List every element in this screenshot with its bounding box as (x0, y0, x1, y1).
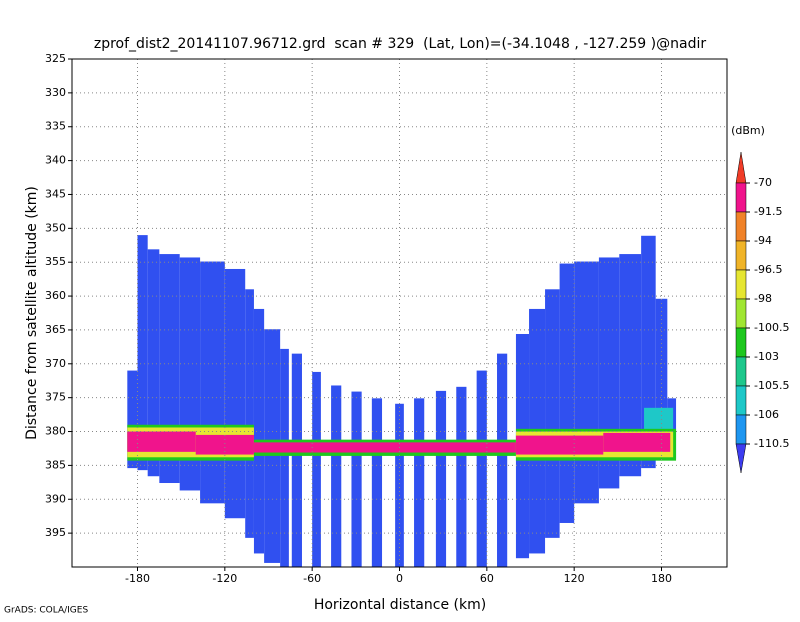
chart-title: zprof_dist2_20141107.96712.grd scan # 32… (94, 36, 706, 52)
colorbar-segment (735, 327, 747, 358)
echo-cell (574, 261, 599, 504)
x-tick-label: 0 (396, 572, 403, 585)
y-tick-label: 345 (45, 187, 66, 200)
echo-cell (603, 432, 671, 452)
x-tick-label: -120 (212, 572, 237, 585)
colorbar-label: -100.5 (754, 321, 789, 334)
echo-cell (371, 398, 383, 567)
echo-cell (435, 390, 447, 567)
y-tick-label: 375 (45, 391, 66, 404)
echo-cell (253, 442, 516, 453)
y-tick-label: 380 (45, 425, 66, 438)
y-tick-label: 330 (45, 86, 66, 99)
colorbar-segment (735, 151, 747, 184)
colorbar-label: -98 (754, 292, 772, 305)
echo-cell (414, 398, 425, 567)
y-tick-label: 360 (45, 289, 66, 302)
colorbar-label: -110.5 (754, 437, 789, 450)
y-tick-label: 355 (45, 255, 66, 268)
colorbar-segment (735, 211, 747, 242)
echo-cell (351, 391, 362, 567)
echo-cell (476, 370, 487, 567)
echo-cell (644, 407, 674, 432)
x-tick-label: 120 (564, 572, 585, 585)
echo-cell (515, 435, 604, 455)
echo-cell (395, 403, 404, 567)
colorbar-segment (735, 269, 747, 300)
echo-cell (331, 385, 342, 567)
echo-cell (224, 268, 246, 519)
colorbar-segment (735, 414, 747, 445)
echo-cell (200, 261, 225, 504)
echo-cell (127, 370, 138, 469)
y-tick-label: 350 (45, 221, 66, 234)
y-tick-label: 340 (45, 154, 66, 167)
colorbar-segment (735, 385, 747, 416)
y-tick-label: 365 (45, 323, 66, 336)
colorbar-segment (735, 240, 747, 271)
x-tick-label: -180 (125, 572, 150, 585)
colorbar-segment (735, 182, 747, 213)
footer: GrADS: COLA/IGES (4, 606, 88, 616)
y-tick-label: 395 (45, 526, 66, 539)
colorbar-label: -103 (754, 350, 779, 363)
colorbar-segment (735, 298, 747, 329)
x-axis-label: Horizontal distance (km) (314, 597, 486, 613)
colorbar-segment (735, 356, 747, 387)
colorbar-label: -105.5 (754, 379, 789, 392)
x-tick-label: -60 (303, 572, 321, 585)
colorbar-label: -96.5 (754, 263, 782, 276)
echo-cell (127, 431, 196, 452)
y-tick-label: 325 (45, 52, 66, 65)
y-tick-label: 335 (45, 120, 66, 133)
y-tick-label: 390 (45, 492, 66, 505)
colorbar-label: -106 (754, 408, 779, 421)
x-tick-label: 180 (651, 572, 672, 585)
echo-cell (497, 353, 508, 567)
echo-cell (559, 263, 575, 523)
echo-cell (137, 235, 148, 471)
echo-cell (291, 353, 302, 567)
colorbar-label: -91.5 (754, 205, 782, 218)
echo-cell (253, 308, 265, 554)
plot-frame (71, 58, 728, 568)
echo-cell (619, 254, 642, 477)
echo-cell (545, 289, 560, 538)
colorbar-segment (735, 443, 747, 474)
y-tick-label: 385 (45, 458, 66, 471)
colorbar-unit: (dBm) (731, 124, 765, 137)
echo-cell (280, 348, 289, 567)
echo-cell (147, 249, 160, 477)
echo-cell (312, 371, 321, 567)
echo-cell (195, 434, 254, 455)
x-tick-label: 60 (480, 572, 494, 585)
y-axis-label: Distance from satellite altitude (km) (24, 186, 40, 440)
echo-cell (245, 289, 254, 538)
colorbar-label: -70 (754, 176, 772, 189)
echo-cell (456, 386, 467, 567)
y-tick-label: 370 (45, 357, 66, 370)
colorbar-label: -94 (754, 234, 772, 247)
